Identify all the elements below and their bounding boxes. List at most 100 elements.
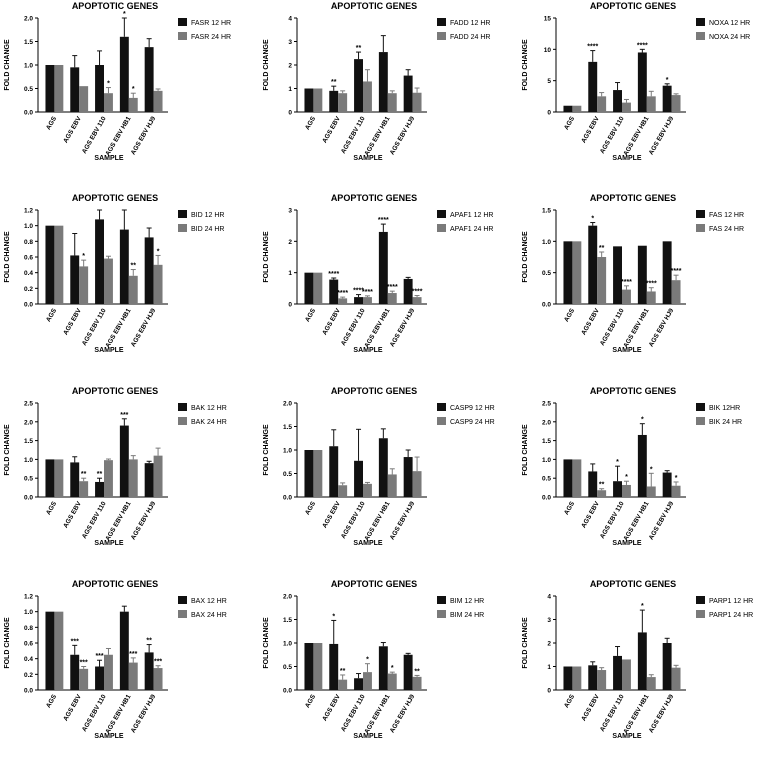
bar-12hr	[662, 643, 672, 690]
legend-label: APAF1 24 HR	[450, 226, 493, 233]
significance-label: *	[641, 603, 644, 610]
x-tick-label: AGS	[304, 115, 317, 131]
x-tick-label: AGS EBV HJ9	[389, 307, 417, 348]
legend-label: BIM 12 HR	[450, 598, 484, 605]
significance-label: ****	[362, 289, 373, 296]
chart-panel: APOPTOTIC GENES FOLD CHANGE 0.0 0.5 1.0 1.5 2.…	[4, 386, 227, 547]
bar-12hr	[378, 231, 388, 304]
chart-panel: APOPTOTIC GENES FOLD CHANGE 0.0 0.2 0.4 0.6 0.…	[4, 193, 224, 354]
chart-title: APOPTOTIC GENES	[331, 193, 417, 203]
legend-swatch	[178, 32, 187, 40]
y-tick-label: 0.8	[24, 239, 33, 246]
legend-swatch	[437, 18, 446, 26]
significance-label: ****	[587, 44, 598, 51]
x-tick-label: AGS EBV 110	[81, 693, 108, 733]
bar-12hr	[403, 457, 413, 497]
legend-swatch	[696, 596, 705, 604]
bar-12hr	[304, 272, 314, 304]
y-tick-label: 1.0	[283, 448, 292, 455]
legend-swatch	[178, 403, 187, 411]
x-tick-label: AGS EBV HB1	[622, 307, 650, 349]
y-tick-label: 10	[544, 47, 552, 54]
y-tick-label: 2	[547, 641, 551, 648]
chart-title: APOPTOTIC GENES	[331, 579, 417, 589]
chart-panel: APOPTOTIC GENES FOLD CHANGE 0 1 2 3 4 AGS ** AGS …	[263, 1, 490, 162]
bar-24hr	[597, 490, 607, 497]
y-tick-label: 15	[544, 16, 552, 23]
significance-label: ****	[637, 42, 648, 49]
bar-24hr	[54, 611, 64, 690]
significance-label: *	[82, 253, 85, 260]
chart-panel: APOPTOTIC GENES FOLD CHANGE 0.0 0.5 1.0 1.5 2.…	[522, 386, 742, 547]
y-tick-label: 2.5	[542, 401, 551, 408]
significance-label: *	[641, 417, 644, 424]
bar-24hr	[646, 486, 656, 497]
x-tick-label: AGS EBV HJ9	[130, 307, 158, 348]
y-tick-label: 0.5	[283, 664, 292, 671]
y-tick-label: 0.8	[24, 625, 33, 632]
y-tick-label: 2	[288, 239, 292, 246]
y-tick-label: 0.2	[24, 672, 33, 679]
bar-24hr	[646, 96, 656, 112]
x-tick-label: AGS EBV 110	[599, 500, 626, 540]
bar-12hr	[613, 655, 622, 690]
bar-12hr	[403, 278, 413, 304]
chart-title: APOPTOTIC GENES	[331, 386, 417, 396]
bar-12hr	[588, 61, 598, 112]
bar-12hr	[70, 67, 80, 112]
chart-panel: APOPTOTIC GENES FOLD CHANGE 0.0 0.5 1.0 1.5 2.…	[263, 579, 484, 740]
bar-24hr	[79, 86, 89, 112]
bar-24hr	[412, 92, 422, 112]
y-tick-label: 2.0	[283, 594, 292, 601]
significance-label: ****	[378, 217, 389, 224]
x-tick-label: AGS EBV	[62, 307, 83, 336]
legend-label: FADD 12 HR	[450, 20, 490, 27]
bar-24hr	[128, 97, 138, 112]
bar-12hr	[613, 90, 622, 112]
y-axis-label: FOLD CHANGE	[263, 424, 270, 476]
bar-12hr	[45, 65, 55, 112]
y-tick-label: 2.0	[24, 16, 33, 23]
bar-24hr	[338, 485, 348, 497]
bar-12hr	[354, 678, 363, 690]
x-tick-label: AGS EBV 110	[340, 500, 367, 540]
y-tick-label: 1.2	[24, 208, 33, 215]
bar-24hr	[622, 289, 631, 304]
significance-label: **	[599, 245, 605, 252]
bar-24hr	[153, 264, 163, 304]
significance-label: ****	[337, 290, 348, 297]
y-tick-label: 3	[547, 617, 551, 624]
significance-label: ****	[646, 281, 657, 288]
y-tick-label: 0	[547, 688, 551, 695]
significance-label: *	[107, 81, 110, 88]
bar-12hr	[588, 225, 598, 304]
significance-label: *	[616, 459, 619, 466]
y-tick-label: 1.5	[283, 424, 292, 431]
y-tick-label: 0	[288, 302, 292, 309]
y-tick-label: 1.0	[283, 641, 292, 648]
x-tick-label: AGS EBV	[321, 693, 342, 722]
x-tick-label: AGS EBV	[62, 500, 83, 529]
bar-12hr	[144, 237, 154, 304]
bar-12hr	[637, 245, 647, 304]
bar-24hr	[387, 474, 397, 497]
y-tick-label: 0.4	[24, 656, 33, 663]
bar-12hr	[119, 36, 129, 112]
legend-swatch	[696, 417, 705, 425]
bar-24hr	[54, 65, 64, 112]
x-axis-label: SAMPLE	[353, 347, 383, 354]
significance-label: **	[414, 668, 420, 675]
y-tick-label: 3	[288, 208, 292, 215]
bar-24hr	[104, 258, 113, 304]
bar-12hr	[637, 52, 647, 112]
y-tick-label: 0.6	[24, 255, 33, 262]
x-tick-label: AGS EBV HJ9	[130, 500, 158, 541]
bar-24hr	[572, 105, 582, 112]
x-tick-label: AGS	[304, 307, 317, 323]
significance-label: ***	[80, 660, 88, 667]
y-axis-label: FOLD CHANGE	[522, 424, 529, 476]
bar-12hr	[662, 472, 672, 497]
legend-swatch	[437, 32, 446, 40]
y-tick-label: 1.0	[24, 63, 33, 70]
